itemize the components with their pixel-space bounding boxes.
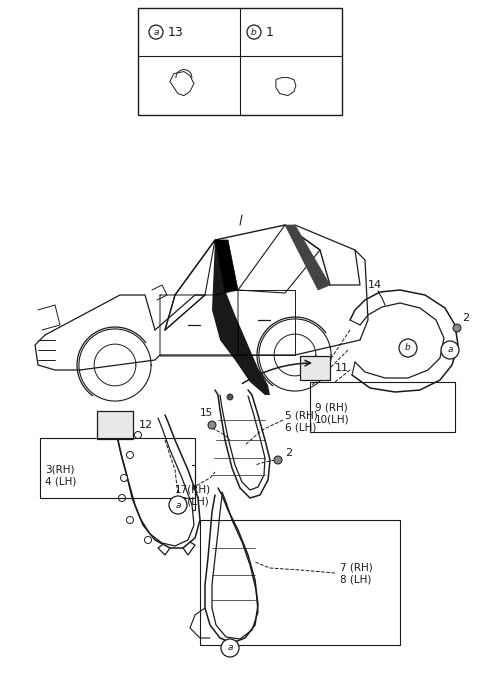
Text: b: b (405, 343, 411, 353)
Text: 6 (LH): 6 (LH) (285, 422, 316, 432)
Text: 1: 1 (266, 26, 274, 38)
Circle shape (274, 456, 282, 464)
Circle shape (134, 431, 142, 439)
Polygon shape (285, 225, 330, 290)
Circle shape (399, 339, 417, 357)
Circle shape (144, 536, 152, 544)
Circle shape (221, 639, 239, 657)
Text: b: b (251, 28, 257, 36)
Circle shape (208, 421, 216, 429)
Text: 7 (RH): 7 (RH) (340, 563, 373, 573)
Text: 2: 2 (285, 448, 292, 458)
Circle shape (453, 324, 461, 332)
Circle shape (127, 516, 133, 524)
Circle shape (247, 25, 261, 39)
Text: a: a (227, 643, 233, 653)
Text: 9 (RH): 9 (RH) (315, 403, 348, 413)
Circle shape (441, 341, 459, 359)
Text: 15: 15 (200, 408, 213, 418)
Bar (40, 438, 195, 498)
Text: 5 (RH): 5 (RH) (285, 410, 318, 420)
Circle shape (149, 25, 163, 39)
Circle shape (119, 495, 125, 501)
Text: 4 (LH): 4 (LH) (45, 477, 76, 487)
Text: 16(LH): 16(LH) (175, 497, 210, 507)
Polygon shape (212, 240, 270, 395)
Text: a: a (153, 28, 159, 36)
Circle shape (127, 452, 133, 458)
Bar (138, 8, 342, 115)
Bar (200, 520, 400, 645)
Text: 17(RH): 17(RH) (175, 485, 211, 495)
Polygon shape (215, 240, 238, 292)
Text: 10(LH): 10(LH) (315, 415, 349, 425)
Text: 11: 11 (335, 363, 349, 373)
Circle shape (227, 394, 233, 400)
Text: 13: 13 (168, 26, 184, 38)
Text: 8 (LH): 8 (LH) (340, 575, 372, 585)
Text: 14: 14 (368, 280, 382, 290)
Bar (310, 382, 455, 432)
Text: 3(RH): 3(RH) (45, 465, 74, 475)
Circle shape (169, 496, 187, 514)
Text: 2: 2 (462, 313, 469, 323)
Text: 12: 12 (139, 420, 153, 430)
Bar (300, 356, 330, 380)
Bar (97, 411, 133, 439)
Text: a: a (447, 345, 453, 355)
Text: a: a (175, 501, 181, 509)
Circle shape (120, 474, 128, 481)
